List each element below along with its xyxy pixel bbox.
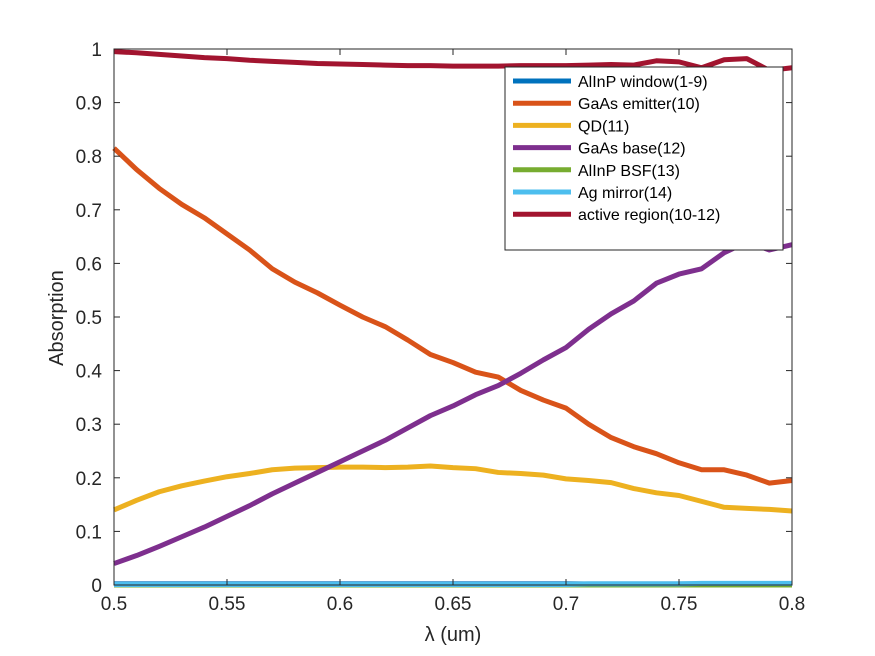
y-tick-label: 0.1 [76,522,102,543]
x-tick-label: 0.55 [209,594,246,615]
x-tick-label: 0.6 [327,594,353,615]
x-tick-label: 0.65 [435,594,472,615]
legend-box [504,66,784,251]
y-tick-label: 0.2 [76,469,102,490]
series-line-2 [112,146,793,486]
series-line-7 [113,49,793,73]
y-tick-label: 0.6 [76,254,102,275]
y-tick-label: 0.3 [76,415,102,436]
y-axis-ticks: 0 0.1 0.2 0.3 0.4 0.5 0.6 0.7 0.8 0.9 1 [76,40,792,597]
y-tick-label: 0.7 [76,201,102,222]
x-axis-ticks: 0.5 0.55 0.6 0.65 0.7 0.75 0.8 [101,49,805,615]
series-line-3 [113,463,793,514]
y-axis-label: Absorption [46,270,68,366]
legend-label-3: QD(11) [578,118,629,135]
x-axis-label: λ (um) [425,624,482,646]
legend-label-4: GaAs base(12) [578,141,686,158]
y-tick-label: 0.8 [76,147,102,168]
legend: AlInP window(1-9) GaAs emitter(10) QD(11) G… [504,66,784,251]
x-tick-label: 0.5 [101,594,127,615]
legend-label-6: Ag mirror(14) [578,185,672,202]
legend-label-5: AlInP BSF(13) [578,163,680,180]
x-tick-label: 0.75 [661,594,698,615]
x-tick-label: 0.8 [779,594,805,615]
y-tick-label: 0.5 [76,308,102,329]
y-tick-label: 0.4 [76,362,103,383]
x-tick-label: 0.7 [553,594,579,615]
y-tick-label: 0.9 [76,94,102,115]
y-tick-label: 0 [91,576,102,597]
legend-label-7: active region(10-12) [578,207,720,224]
series-line-4 [113,239,793,566]
y-tick-label: 1 [91,40,102,61]
legend-label-1: AlInP window(1-9) [578,74,708,91]
legend-label-2: GaAs emitter(10) [578,96,700,113]
